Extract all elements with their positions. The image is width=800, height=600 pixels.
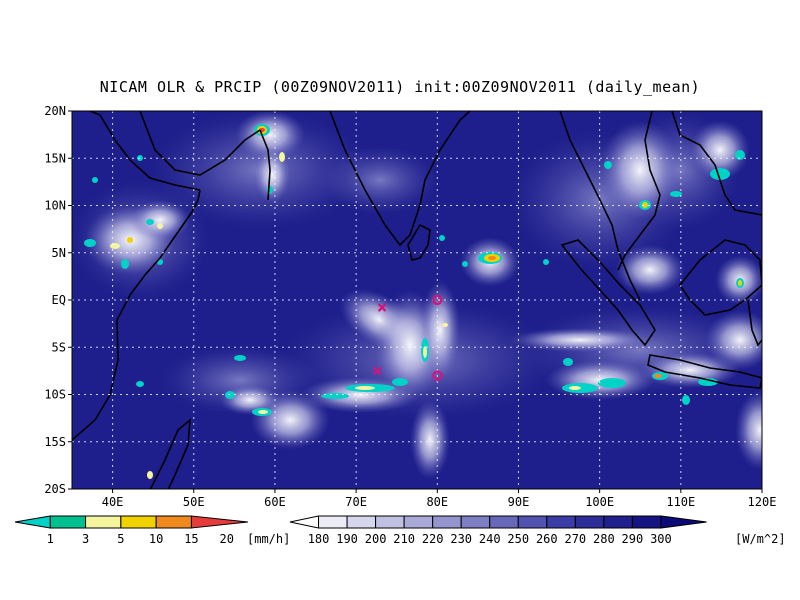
longitude-tick-label: 100E [585,495,614,509]
latitude-tick-label: 5S [52,340,66,354]
map-field [72,111,762,489]
longitude-tick-label: 110E [666,495,695,509]
longitude-tick-label: 80E [426,495,448,509]
colorbar-tick-label: 180 [308,532,330,546]
latitude-tick-label: 15N [44,151,66,165]
colorbar-swatch [375,515,405,529]
latitude-tick-label: 5N [52,246,66,260]
colorbar-tick-label: 240 [479,532,501,546]
colorbar-tick-label: 220 [422,532,444,546]
olr-colorbar: 180 190 200 210 220 230 240 250 260 270 280 290 300 [… [289,515,786,546]
colorbar-swatch [489,515,519,529]
latitude-tick-label: EQ [52,293,66,307]
colorbar-swatch [574,515,605,529]
colorbar-swatch [403,515,434,529]
colorbar-right-arrow [660,515,707,529]
colorbar-tick-label: 200 [365,532,387,546]
colorbar-swatch [631,515,662,529]
colorbar-tick-label: 3 [82,532,89,546]
storm-x-marker [372,366,382,376]
colorbar-tick-label: 5 [117,532,124,546]
colorbar-swatch [517,515,548,529]
longitude-tick-label: 90E [508,495,530,509]
grid-lines [72,111,762,489]
longitude-tick-label: 120E [748,495,777,509]
colorbar-swatch [49,515,87,529]
colorbar-tick-label: 250 [507,532,529,546]
storm-circle-marker [432,370,443,381]
colorbar-tick-label: 190 [336,532,358,546]
coastlines [72,111,762,489]
olr-clouds [85,111,762,480]
storm-markers [372,294,443,381]
colorbar-tick-label: 260 [536,532,558,546]
latitude-tick-label: 20S [44,482,66,496]
colorbar-swatch [460,515,491,529]
colorbar-tick-label: 230 [450,532,472,546]
latitude-tick-label: 15S [44,435,66,449]
colorbar-swatch [346,515,377,529]
colorbar-tick-label: 300 [650,532,672,546]
longitude-tick-label: 40E [102,495,124,509]
longitude-tick-label: 70E [345,495,367,509]
colorbar-left-arrow [14,515,51,529]
storm-circle-marker [432,294,443,306]
colorbar-tick-label: 10 [149,532,163,546]
colorbar-tick-label: 210 [393,532,415,546]
colorbar-swatch [318,515,348,529]
colorbar-swatch [603,515,633,529]
latitude-tick-label: 10S [44,388,66,402]
colorbar-tick-label: 280 [593,532,615,546]
longitude-tick-labels: 40E 50E 60E 70E 80E 90E 100E 110E 120E [102,489,777,509]
colorbar-swatch [546,515,576,529]
storm-x-marker [377,303,387,312]
colorbar-tick-label: 1 [47,532,54,546]
colorbar-tick-label: 290 [622,532,644,546]
latitude-tick-labels: 20N 15N 10N 5N EQ 5S 10S 15S 20S [44,104,72,496]
colorbar-left-arrow [289,515,320,529]
longitude-tick-label: 50E [183,495,205,509]
colorbar-unit-label: [W/m^2] [735,532,786,546]
colorbar-swatch [155,515,192,529]
precip-colorbar: 1 3 5 10 15 20 [mm/h] [14,515,290,546]
colorbar-swatch [432,515,462,529]
latitude-tick-label: 10N [44,199,66,213]
colorbar-tick-label: 15 [184,532,198,546]
colorbar-right-arrow [190,515,248,529]
colorbar-swatch [85,515,122,529]
colorbar-unit-label: [mm/h] [247,532,290,546]
colorbar-tick-label: 20 [219,532,233,546]
colorbar-tick-label: 270 [564,532,586,546]
latitude-tick-label: 20N [44,104,66,118]
longitude-tick-label: 60E [264,495,286,509]
map-title: NICAM OLR & PRCIP (00Z09NOV2011) init:00… [99,78,701,96]
colorbar-swatch [120,515,157,529]
